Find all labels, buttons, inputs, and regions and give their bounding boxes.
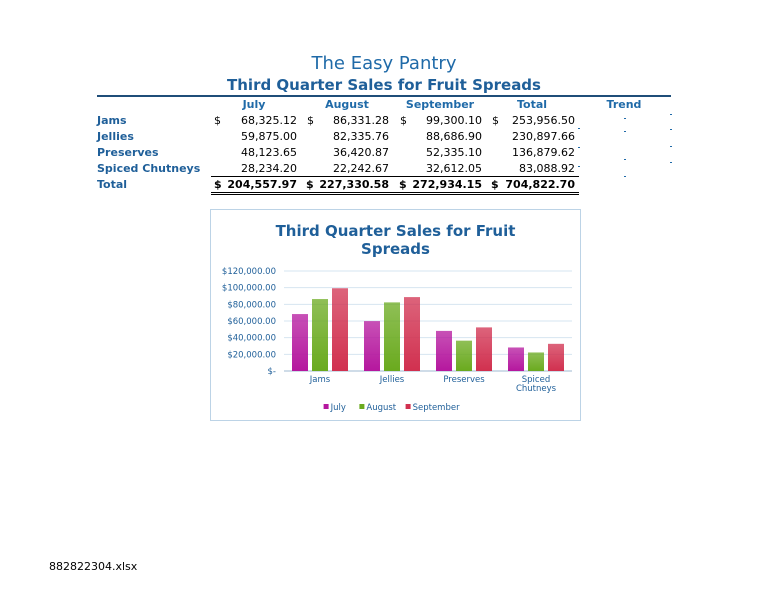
cell-total-total: 704,822.70 (505, 178, 575, 191)
bar-july-jellies (364, 321, 380, 371)
bar-september-jellies (404, 297, 420, 371)
total-top-rule (211, 176, 579, 177)
row-label-jams: Jams (97, 114, 127, 127)
cell-jellies-august: 82,335.76 (333, 130, 389, 143)
chart-panel[interactable]: Third Quarter Sales for Fruit Spreads $- $2… (210, 209, 581, 421)
bar-september-spiced-chutneys (548, 343, 564, 371)
legend-label: July (330, 403, 346, 413)
x-tick-label: Chutneys (516, 384, 557, 394)
bar-september-preserves (476, 327, 492, 371)
x-tick-label: Jams (309, 375, 331, 385)
cell-preserves-total: 136,879.62 (512, 146, 575, 159)
col-header-august: August (325, 98, 369, 111)
cell-jams-august: 86,331.28 (333, 114, 389, 127)
row-label-preserves: Preserves (97, 146, 159, 159)
bar-september-jams (332, 288, 348, 371)
cell-jams-total: 253,956.50 (512, 114, 575, 127)
bar-august-spiced-chutneys (528, 352, 544, 371)
company-name: The Easy Pantry (311, 53, 457, 74)
row-label-jellies: Jellies (97, 130, 134, 143)
chart-title: Third Quarter Sales for Fruit (276, 222, 516, 240)
cell-total-august: 227,330.58 (319, 178, 389, 191)
sparkline-jams (670, 114, 672, 115)
y-tick-label: $120,000.00 (222, 267, 276, 277)
file-name: 882822304.xlsx (49, 560, 138, 573)
x-tick-label: Spiced (522, 375, 550, 385)
cell-chutneys-july: 28,234.20 (241, 162, 297, 175)
x-tick-label: Preserves (443, 375, 485, 385)
bar-july-jams (292, 314, 308, 371)
cell-chutneys-august: 22,242.67 (333, 162, 389, 175)
cell-preserves-july: 48,123.65 (241, 146, 297, 159)
sparkline-jellies (578, 128, 580, 129)
legend-label: August (366, 403, 396, 413)
currency-symbol: $ (214, 178, 222, 191)
sparkline-chutneys (578, 166, 580, 167)
legend-swatch (359, 404, 365, 409)
sparkline-jams (624, 118, 626, 119)
cell-jellies-july: 59,875.00 (241, 130, 297, 143)
chart-title: Spreads (361, 240, 430, 258)
row-label-spiced-chutneys: Spiced Chutneys (97, 162, 201, 175)
cell-total-july: 204,557.97 (227, 178, 297, 191)
sparkline-chutneys (624, 159, 626, 160)
cell-preserves-august: 36,420.87 (333, 146, 389, 159)
cell-jellies-total: 230,897.66 (512, 130, 575, 143)
y-tick-label: $20,000.00 (227, 350, 276, 360)
sparkline-chutneys (624, 176, 626, 177)
sparkline-chutneys (670, 162, 672, 163)
currency-symbol: $ (492, 114, 499, 127)
report-subtitle: Third Quarter Sales for Fruit Spreads (227, 76, 541, 94)
cell-preserves-september: 52,335.10 (426, 146, 482, 159)
col-header-total: Total (516, 98, 548, 111)
bar-july-preserves (436, 330, 452, 371)
cell-jellies-september: 88,686.90 (426, 130, 482, 143)
col-header-trend: Trend (606, 98, 642, 111)
currency-symbol: $ (399, 178, 407, 191)
bar-august-jellies (384, 302, 400, 371)
legend-swatch (323, 404, 329, 409)
cell-chutneys-september: 32,612.05 (426, 162, 482, 175)
cell-jams-september: 99,300.10 (426, 114, 482, 127)
row-label-total: Total (97, 178, 128, 191)
cell-total-september: 272,934.15 (412, 178, 482, 191)
y-tick-label: $80,000.00 (227, 300, 276, 310)
sparkline-jellies (670, 129, 672, 130)
sparkline-jellies (624, 131, 626, 132)
currency-symbol: $ (306, 178, 314, 191)
col-header-september: September (405, 98, 475, 111)
y-tick-label: $100,000.00 (222, 284, 276, 294)
y-tick-label: $60,000.00 (227, 317, 276, 327)
y-tick-label: $- (268, 367, 276, 377)
cell-jams-july: 68,325.12 (241, 114, 297, 127)
bar-august-jams (312, 299, 328, 371)
total-bottom-rule (211, 192, 579, 193)
cell-chutneys-total: 83,088.92 (519, 162, 575, 175)
bar-august-preserves (456, 340, 472, 371)
col-header-july: July (242, 98, 266, 111)
currency-symbol: $ (214, 114, 221, 127)
legend-label: September (413, 403, 460, 413)
currency-symbol: $ (491, 178, 499, 191)
x-tick-label: Jellies (379, 375, 405, 385)
total-double-rule (211, 194, 579, 195)
legend-swatch (405, 404, 411, 409)
title-rule (97, 95, 671, 97)
sparkline-preserves (670, 146, 672, 147)
currency-symbol: $ (400, 114, 407, 127)
sparkline-preserves (578, 147, 580, 148)
currency-symbol: $ (307, 114, 314, 127)
bar-july-spiced-chutneys (508, 347, 524, 371)
y-tick-label: $40,000.00 (227, 334, 276, 344)
